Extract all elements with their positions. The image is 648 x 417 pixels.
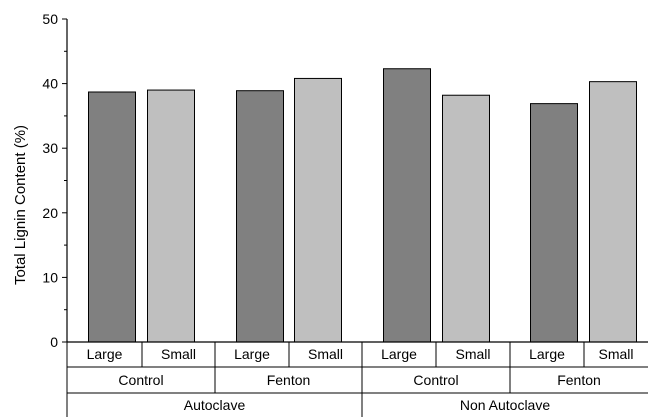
size-label: Small bbox=[161, 346, 196, 362]
y-tick-label: 0 bbox=[50, 334, 58, 350]
bar-small-fenton-autoclave bbox=[294, 77, 342, 343]
bar-small-control-non-autoclave bbox=[442, 94, 490, 343]
size-label: Small bbox=[598, 346, 633, 362]
y-axis-ticks: 0 10 20 30 40 50 bbox=[42, 11, 67, 350]
bar-small-fenton-non-autoclave bbox=[589, 81, 637, 343]
size-label: Small bbox=[308, 346, 343, 362]
y-tick-label: 30 bbox=[42, 140, 58, 156]
y-tick-label: 10 bbox=[42, 269, 58, 285]
bar-large-control-non-autoclave bbox=[383, 68, 431, 343]
y-axis-label: Total Lignin Content (%) bbox=[12, 125, 29, 285]
y-tick-label: 40 bbox=[42, 76, 58, 92]
treatment-label: Control bbox=[413, 372, 458, 388]
bar-large-control-autoclave bbox=[88, 91, 136, 343]
size-label: Large bbox=[381, 346, 417, 362]
category-table: Large Small Large Small Large Small Large Small… bbox=[66, 342, 648, 417]
bar-large-fenton-non-autoclave bbox=[530, 103, 578, 343]
bar-large-fenton-autoclave bbox=[236, 90, 284, 343]
y-tick-label: 50 bbox=[42, 11, 58, 27]
size-label: Large bbox=[87, 346, 123, 362]
size-label: Small bbox=[455, 346, 490, 362]
size-label: Large bbox=[234, 346, 270, 362]
y-tick-label: 20 bbox=[42, 205, 58, 221]
group-label: Non Autoclave bbox=[460, 397, 550, 413]
size-label: Large bbox=[529, 346, 565, 362]
group-label: Autoclave bbox=[184, 397, 246, 413]
treatment-label: Fenton bbox=[267, 372, 311, 388]
bar-small-control-autoclave bbox=[147, 89, 195, 343]
treatment-label: Fenton bbox=[557, 372, 601, 388]
treatment-label: Control bbox=[118, 372, 163, 388]
bars bbox=[88, 68, 637, 343]
